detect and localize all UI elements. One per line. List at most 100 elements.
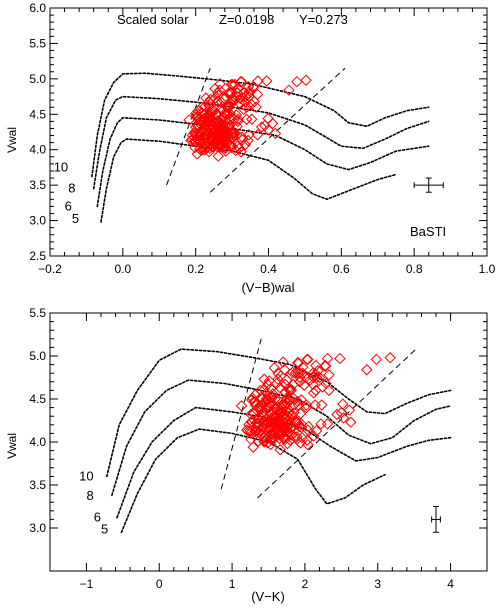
star-marker: [294, 407, 307, 420]
star-marker: [254, 384, 267, 397]
star-marker: [260, 401, 273, 414]
star-marker: [235, 400, 248, 412]
star-marker: [200, 138, 212, 150]
star-marker: [275, 370, 287, 382]
track-mass-label: 8: [86, 488, 93, 503]
star-marker: [291, 395, 304, 408]
star-marker: [302, 420, 315, 433]
star-marker: [384, 352, 396, 364]
star-marker: [283, 393, 296, 405]
star-marker: [223, 86, 236, 99]
star-marker: [260, 393, 273, 405]
star-marker: [201, 141, 214, 153]
star-marker: [283, 394, 296, 406]
star-marker: [277, 356, 289, 368]
star-marker: [192, 134, 204, 147]
star-marker: [259, 429, 271, 441]
star-marker: [207, 106, 219, 118]
star-marker: [212, 89, 224, 101]
star-marker: [293, 420, 305, 433]
star-marker: [266, 390, 278, 403]
star-marker: [221, 101, 233, 113]
y-tick-label: 3.5: [29, 178, 46, 192]
evolutionary-tracks: [91, 72, 430, 223]
star-marker: [214, 78, 226, 90]
star-marker: [331, 408, 343, 421]
star-marker: [183, 114, 195, 126]
star-marker: [227, 78, 239, 91]
star-marker: [334, 352, 346, 365]
star-marker: [268, 362, 281, 374]
star-markers: [183, 74, 312, 162]
star-marker: [266, 428, 278, 440]
star-marker: [270, 424, 282, 436]
star-marker: [240, 113, 253, 125]
star-marker: [291, 367, 304, 379]
track-labels: 10 865: [79, 468, 108, 536]
star-marker: [239, 90, 252, 103]
star-marker: [337, 412, 350, 424]
y-tick-label: 3.5: [29, 478, 46, 492]
x-axis-label: (V−B)wal: [241, 280, 294, 295]
star-marker: [211, 95, 224, 108]
star-marker: [300, 74, 312, 86]
star-marker: [282, 410, 294, 422]
star-marker: [251, 413, 264, 425]
star-marker: [254, 414, 267, 427]
star-marker: [272, 373, 284, 385]
y-tick-label: 3.0: [29, 521, 46, 535]
star-marker: [267, 415, 279, 428]
star-marker: [245, 408, 257, 421]
track-mass-label: 5: [101, 522, 108, 537]
star-marker: [209, 92, 222, 104]
star-marker: [223, 119, 236, 132]
blue-edge-line: [220, 338, 262, 490]
x-tick-label: 0.6: [333, 262, 350, 276]
star-marker: [281, 438, 294, 450]
x-tick-label: 1: [229, 577, 236, 591]
star-marker: [212, 150, 224, 162]
star-marker: [270, 412, 282, 424]
star-marker: [292, 357, 305, 369]
track-5: [100, 138, 397, 223]
track-8: [92, 95, 430, 190]
star-marker: [228, 90, 240, 103]
y-tick-label: 6.0: [29, 1, 46, 15]
x-tick-label: 4: [447, 577, 454, 591]
star-marker: [274, 382, 286, 394]
star-marker: [213, 84, 226, 96]
x-tick-label: 0.2: [187, 262, 204, 276]
star-marker: [281, 397, 294, 410]
star-marker: [291, 75, 303, 88]
star-marker: [284, 422, 297, 434]
star-marker: [248, 95, 261, 108]
header-text-scaled-solar: Scaled solar: [117, 12, 189, 27]
y-tick-label: 5.0: [29, 72, 46, 86]
star-marker: [186, 134, 199, 146]
star-marker: [235, 146, 247, 158]
star-marker: [310, 425, 323, 437]
track-mass-label: 5: [72, 211, 79, 226]
star-marker: [239, 96, 251, 108]
star-marker: [262, 112, 274, 125]
star-marker: [283, 84, 295, 96]
star-marker: [220, 145, 232, 157]
bottom-panel-vk: −1 0 1 2 3 4 3.0 3.5 4.0 4.5 5.0 5.5 10 865 (V−K) Vw…: [5, 306, 488, 604]
star-marker: [274, 444, 286, 456]
boundary-lines: [220, 338, 419, 499]
star-marker: [255, 121, 268, 133]
star-marker: [246, 113, 258, 125]
star-marker: [204, 93, 217, 106]
star-marker: [275, 399, 288, 411]
track-10: [106, 348, 452, 478]
y-tick-label: 5.0: [29, 349, 46, 363]
star-marker: [319, 360, 332, 373]
track-mass-label: 10: [54, 159, 68, 174]
star-marker: [225, 78, 238, 91]
star-marker: [249, 425, 262, 437]
star-marker: [247, 81, 259, 94]
star-marker: [243, 419, 255, 431]
star-marker: [245, 426, 257, 439]
star-marker: [192, 105, 204, 117]
star-marker: [294, 371, 306, 384]
